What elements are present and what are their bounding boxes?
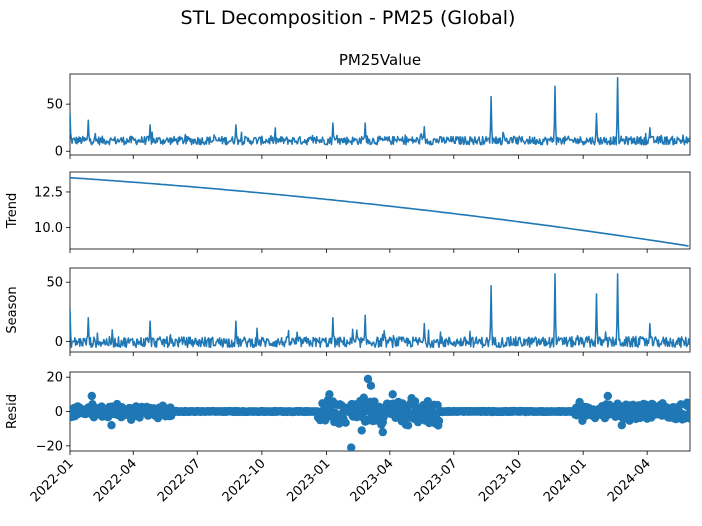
resid-point (370, 397, 379, 406)
resid-outlier-point (388, 390, 397, 399)
panel-trend: 10.0 12.5 Trend (5, 171, 691, 253)
resid-point (403, 421, 413, 430)
resid-outlier-point (366, 381, 376, 390)
resid-point (434, 416, 444, 426)
panels: 0 50 PM25Value 10.0 12.5 Trend 0 50 Season −20 0 20… (5, 51, 691, 455)
plot-area (70, 374, 690, 451)
resid-point (685, 414, 690, 423)
x-tick-label: 2023-10 (476, 456, 525, 505)
y-tick-label: −20 (36, 439, 63, 454)
figure-title: STL Decomposition - PM25 (Global) (181, 7, 516, 29)
resid-point (685, 400, 690, 409)
x-tick-label: 2023-01 (284, 456, 333, 505)
plot-area (70, 273, 690, 349)
resid-outlier-point (603, 391, 612, 401)
plot-area (70, 176, 689, 247)
resid-point (410, 397, 420, 406)
panel-title: PM25Value (339, 51, 421, 69)
resid-point (341, 418, 350, 427)
x-tick-label: 2023-04 (348, 456, 397, 505)
x-tick-label: 2022-04 (91, 456, 140, 505)
panel-observed: 0 50 PM25Value (46, 51, 691, 160)
y-tick-label: 10.0 (34, 221, 63, 236)
y-axis-label: Resid (5, 394, 20, 429)
plot-area (70, 77, 690, 146)
x-tick-label: 2024-04 (605, 456, 654, 505)
panel-seasonal: 0 50 Season (5, 267, 691, 356)
y-tick-label: 0 (55, 335, 63, 350)
resid-outlier-point (423, 397, 432, 406)
resid-point (433, 400, 442, 410)
resid-outlier-point (87, 391, 97, 401)
resid-point (127, 415, 136, 424)
resid-outlier-point (107, 421, 116, 430)
axes-frame (69, 171, 691, 250)
x-tick-label: 2023-07 (412, 456, 461, 505)
x-tick-label: 2022-01 (28, 456, 77, 505)
resid-outlier-point (617, 421, 626, 430)
y-axis-label: Season (5, 286, 20, 333)
x-tick-label: 2022-10 (220, 456, 269, 505)
resid-outlier-point (670, 414, 679, 423)
resid-outlier-point (325, 390, 334, 399)
y-tick-label: 0 (55, 145, 63, 160)
resid-outlier-point (363, 374, 373, 384)
y-axis-label: Trend (5, 193, 20, 230)
x-axis-tick-labels: 2022-01 2022-04 2022-07 2022-10 2023-01 2023-… (28, 456, 654, 505)
panel-resid: −20 0 20 Resid (5, 371, 691, 455)
x-tick-label: 2024-01 (541, 456, 590, 505)
y-tick-label: 50 (46, 98, 63, 113)
resid-outlier-point (357, 426, 366, 435)
resid-outlier-point (347, 443, 356, 451)
series-line (70, 273, 690, 349)
y-tick-label: 20 (46, 371, 63, 386)
resid-outlier-point (378, 427, 387, 437)
y-tick-label: 50 (46, 276, 63, 291)
x-tick-label: 2022-07 (155, 456, 204, 505)
trend-line (70, 176, 689, 247)
y-tick-label: 0 (55, 405, 63, 420)
resid-markers (70, 374, 690, 451)
series-line (70, 77, 690, 146)
y-tick-label: 12.5 (34, 185, 63, 200)
